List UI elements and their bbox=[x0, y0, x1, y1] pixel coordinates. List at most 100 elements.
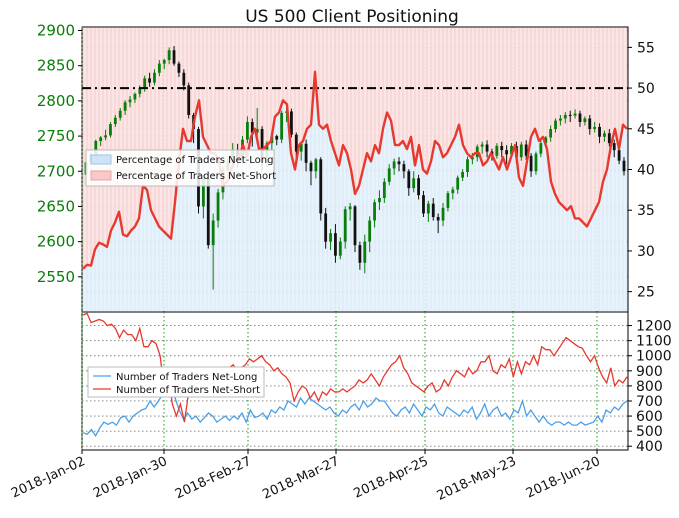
candle-body bbox=[583, 118, 587, 122]
candle-body bbox=[309, 162, 313, 172]
candle-body bbox=[485, 144, 489, 152]
date-tick-label-3: 2018-Mar-27 bbox=[260, 454, 341, 503]
candle-body bbox=[373, 202, 376, 221]
candle-body bbox=[246, 122, 249, 140]
candle-body bbox=[402, 164, 406, 172]
candle-body bbox=[578, 113, 582, 122]
candle-body bbox=[250, 122, 254, 133]
count-tick-label-5: 900 bbox=[636, 364, 663, 380]
candle-body bbox=[607, 133, 611, 144]
candle-body bbox=[524, 144, 528, 156]
candle-body bbox=[397, 161, 401, 165]
candle-body bbox=[382, 181, 386, 198]
candle-body bbox=[461, 171, 464, 178]
candle-body bbox=[539, 143, 543, 154]
legend-swatch-net-short bbox=[90, 170, 112, 181]
candle-body bbox=[138, 88, 142, 94]
candle-body bbox=[559, 118, 562, 121]
candle-body bbox=[378, 198, 381, 203]
candle-body bbox=[329, 233, 332, 242]
candle-body bbox=[162, 60, 166, 64]
candle-body bbox=[407, 171, 411, 189]
candle-body bbox=[255, 129, 259, 133]
pct-tick-label-2: 35 bbox=[637, 203, 655, 219]
net-short-percentage-line bbox=[82, 70, 628, 270]
candle-body bbox=[216, 192, 220, 221]
candle-body bbox=[510, 145, 513, 155]
price-tick-label-6: 2850 bbox=[37, 57, 75, 75]
candle-body bbox=[603, 133, 606, 137]
candle-body bbox=[563, 114, 567, 119]
pct-tick-label-5: 50 bbox=[637, 81, 655, 97]
candle-body bbox=[348, 206, 352, 210]
price-tick-label-7: 2900 bbox=[37, 22, 75, 40]
candle-body bbox=[201, 178, 205, 207]
candle-body bbox=[549, 129, 553, 138]
candle-body bbox=[133, 93, 137, 100]
bottom-legend: Number of Traders Net-Long Number of Tra… bbox=[87, 366, 265, 398]
pct-tick-label-4: 45 bbox=[637, 122, 655, 138]
date-axis-ticks: 2018-Jan-02 2018-Jan-30 2018-Feb-27 2018-Ma… bbox=[9, 450, 603, 504]
candle-body bbox=[412, 178, 416, 189]
candle-body bbox=[436, 217, 440, 221]
candle-body bbox=[187, 85, 191, 115]
candle-body bbox=[260, 129, 264, 163]
candle-body bbox=[94, 141, 98, 155]
candle-body bbox=[544, 137, 548, 144]
chart-title: US 500 Client Positioning bbox=[245, 7, 459, 27]
candle-body bbox=[617, 150, 621, 161]
candle-body bbox=[588, 118, 592, 130]
candle-body bbox=[123, 102, 127, 111]
price-tick-label-3: 2700 bbox=[37, 162, 75, 180]
price-tick-label-4: 2750 bbox=[37, 127, 75, 145]
candle-body bbox=[519, 144, 523, 158]
price-tick-label-2: 2650 bbox=[37, 197, 75, 215]
date-tick-label-2: 2018-Feb-27 bbox=[173, 454, 254, 502]
candle-body bbox=[314, 159, 318, 172]
date-tick-label-0: 2018-Jan-02 bbox=[9, 454, 88, 501]
candle-body bbox=[343, 209, 347, 242]
legend-label-count-net-long: Number of Traders Net-Long bbox=[116, 372, 257, 383]
candle-body bbox=[466, 159, 469, 172]
candle-body bbox=[299, 143, 303, 152]
top-legend-box bbox=[85, 149, 275, 187]
candle-body bbox=[358, 245, 362, 263]
candle-body bbox=[534, 153, 538, 172]
candle-body bbox=[598, 126, 601, 137]
price-tick-label-1: 2600 bbox=[37, 233, 75, 251]
date-tick-label-6: 2018-Jun-20 bbox=[524, 454, 603, 501]
legend-label-net-long: Percentage of Traders Net-Long bbox=[116, 155, 274, 166]
candle-body bbox=[211, 220, 215, 246]
candle-body bbox=[148, 78, 151, 83]
candle-body bbox=[143, 78, 147, 89]
candle-body bbox=[529, 155, 533, 172]
candle-body bbox=[280, 112, 284, 140]
candle-body bbox=[353, 206, 357, 246]
count-tick-label-0: 400 bbox=[636, 439, 663, 455]
candle-body bbox=[422, 195, 425, 214]
candle-body bbox=[500, 145, 504, 151]
candle-body bbox=[441, 207, 445, 221]
candle-body bbox=[118, 110, 122, 118]
bottom-legend-box bbox=[87, 366, 265, 398]
candle-body bbox=[153, 72, 156, 83]
candle-body bbox=[109, 124, 112, 136]
candle-body bbox=[470, 157, 474, 160]
candle-body bbox=[426, 203, 430, 214]
net-short-count-line bbox=[82, 312, 628, 423]
candle-body bbox=[324, 213, 328, 242]
candle-body bbox=[568, 114, 572, 116]
candle-body bbox=[99, 137, 103, 141]
candle-body bbox=[495, 145, 499, 156]
candle-body bbox=[157, 63, 161, 73]
candle-body bbox=[319, 159, 323, 214]
candle-body bbox=[177, 63, 181, 73]
candle-body bbox=[113, 117, 117, 125]
count-tick-label-4: 800 bbox=[636, 379, 663, 395]
price-tick-label-0: 2550 bbox=[37, 268, 75, 286]
count-tick-label-1: 500 bbox=[636, 424, 663, 440]
count-tick-label-8: 1200 bbox=[636, 319, 672, 335]
candle-body bbox=[392, 161, 396, 169]
